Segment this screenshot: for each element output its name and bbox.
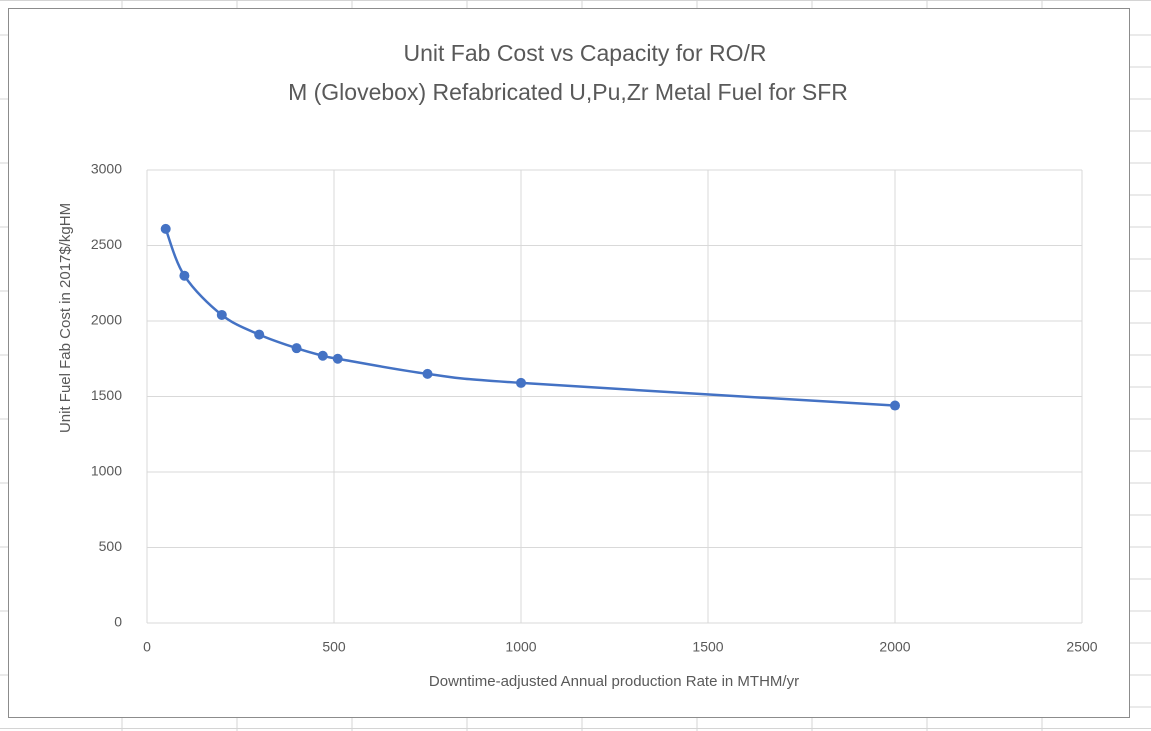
y-tick-label: 2000 [91, 312, 122, 328]
x-tick-label: 1000 [505, 639, 536, 655]
chart-area [8, 8, 1130, 718]
data-point [332, 353, 343, 364]
y-tick-label: 3000 [91, 161, 122, 177]
data-point [160, 223, 171, 234]
y-tick-label: 2500 [91, 236, 122, 252]
data-point [890, 400, 900, 411]
y-axis-title: Unit Fuel Fab Cost in 2017$/kgHM [57, 203, 74, 433]
x-tick-label: 2500 [1066, 639, 1097, 655]
data-point [216, 309, 227, 320]
data-point [254, 329, 265, 340]
data-point [291, 343, 302, 354]
y-tick-label: 0 [114, 614, 122, 630]
data-point [179, 270, 190, 281]
x-tick-label: 2000 [879, 639, 910, 655]
chart-title: M (Glovebox) Refabricated U,Pu,Zr Metal … [288, 79, 848, 105]
y-tick-label: 1500 [91, 387, 122, 403]
x-tick-label: 0 [143, 639, 151, 655]
y-tick-label: 1000 [91, 463, 122, 479]
data-point [516, 377, 526, 388]
chart-title: Unit Fab Cost vs Capacity for RO/R [404, 40, 767, 66]
y-tick-label: 500 [99, 538, 123, 554]
x-axis-title: Downtime-adjusted Annual production Rate… [429, 673, 799, 690]
data-point [422, 368, 433, 379]
x-tick-label: 1500 [692, 639, 723, 655]
x-tick-label: 500 [322, 639, 346, 655]
data-point [317, 350, 328, 361]
